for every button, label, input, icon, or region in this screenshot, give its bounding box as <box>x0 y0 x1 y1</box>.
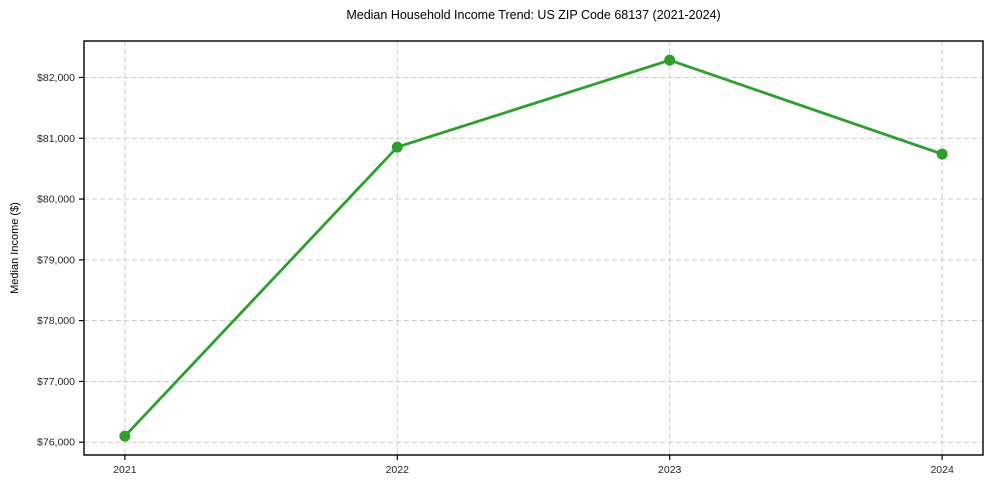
data-point-marker <box>119 430 131 442</box>
data-point-marker <box>391 141 403 153</box>
y-tick-label: $82,000 <box>37 72 75 84</box>
trend-line <box>123 58 944 438</box>
y-tick-label: $79,000 <box>37 254 75 266</box>
chart-title: Median Household Income Trend: US ZIP Co… <box>346 8 721 22</box>
x-tick-label: 2024 <box>930 464 954 476</box>
y-tick-label: $78,000 <box>37 315 75 327</box>
x-tick-label: 2021 <box>113 464 137 476</box>
y-tick-label: $81,000 <box>37 133 75 145</box>
y-tick-label: $76,000 <box>37 437 75 449</box>
y-tick-label: $77,000 <box>37 376 75 388</box>
data-point-marker <box>936 148 948 160</box>
y-tick-label: $80,000 <box>37 194 75 206</box>
data-point-marker <box>664 54 676 66</box>
x-tick-label: 2022 <box>386 464 410 476</box>
x-tick-label: 2023 <box>658 464 682 476</box>
plot-border <box>83 40 984 456</box>
